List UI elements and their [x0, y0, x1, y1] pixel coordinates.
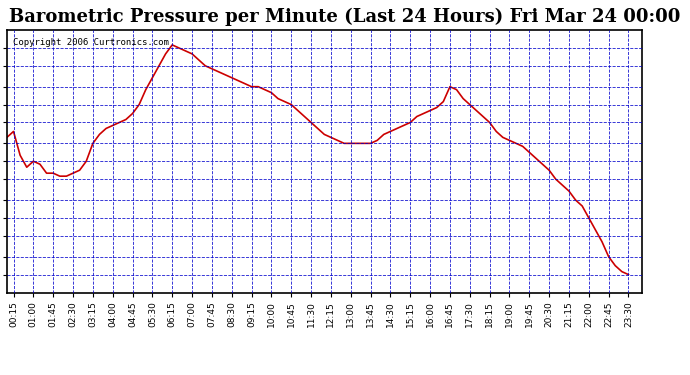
Text: Copyright 2006 Curtronics.com: Copyright 2006 Curtronics.com	[13, 38, 169, 47]
Text: Barometric Pressure per Minute (Last 24 Hours) Fri Mar 24 00:00: Barometric Pressure per Minute (Last 24 …	[9, 8, 681, 26]
